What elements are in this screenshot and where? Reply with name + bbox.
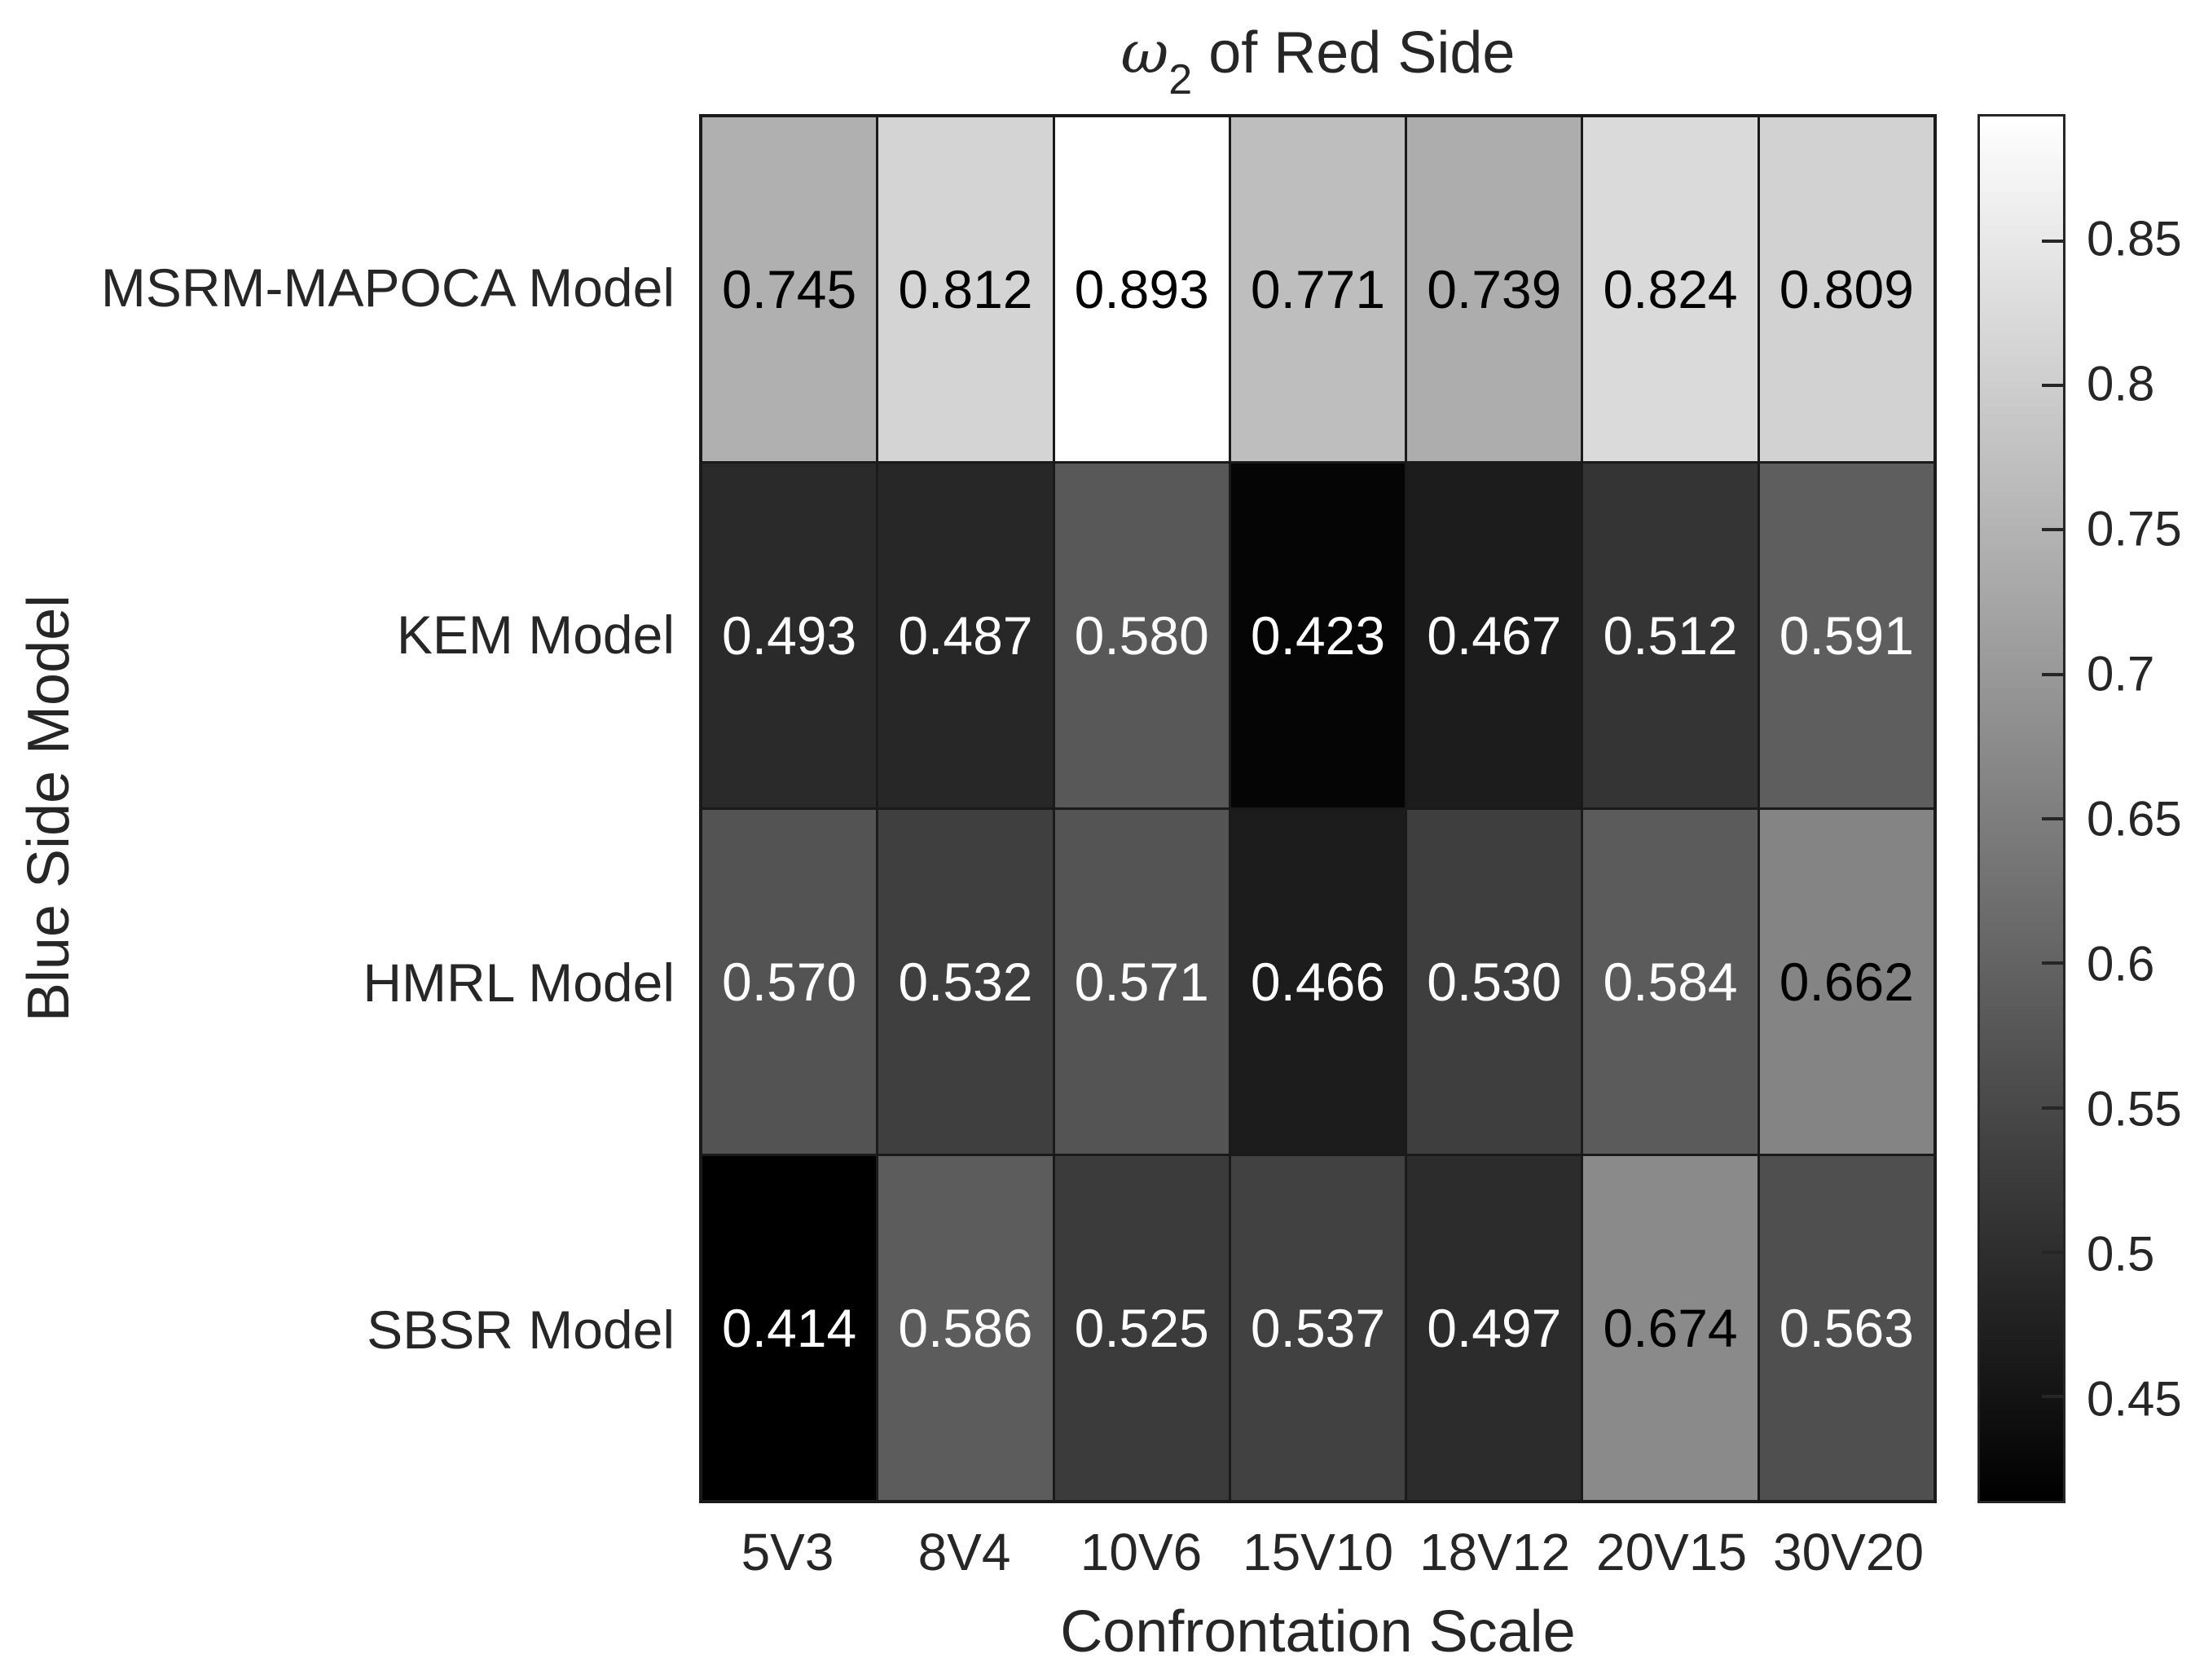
heatmap-grid: 0.745 0.812 0.893 0.771 0.739 0.824 0.809 0.493… bbox=[699, 114, 1937, 1503]
heatmap-cell: 0.580 bbox=[1054, 464, 1229, 807]
colorbar-tick-label: 0.75 bbox=[2087, 501, 2182, 556]
heatmap-cell: 0.586 bbox=[878, 1156, 1053, 1500]
colorbar-tick bbox=[2042, 1106, 2063, 1110]
heatmap-cell: 0.584 bbox=[1583, 810, 1757, 1154]
heatmap-cell: 0.497 bbox=[1407, 1156, 1582, 1500]
colorbar-tick-label: 0.8 bbox=[2087, 356, 2155, 411]
x-tick-labels: 5V3 8V4 10V6 15V10 18V12 20V15 30V20 bbox=[699, 1522, 1937, 1582]
chart-title: ω2 of Red Side bbox=[699, 18, 1937, 104]
colorbar-tick-label: 0.5 bbox=[2087, 1226, 2155, 1282]
heatmap-cell: 0.423 bbox=[1230, 464, 1406, 807]
colorbar-tick-label: 0.65 bbox=[2087, 791, 2182, 847]
heatmap-cell: 0.532 bbox=[878, 810, 1053, 1154]
x-tick-label: 20V15 bbox=[1595, 1523, 1748, 1581]
colorbar-tick-label: 0.6 bbox=[2087, 936, 2155, 992]
heatmap-cell: 0.414 bbox=[702, 1156, 877, 1500]
heatmap-cell: 0.563 bbox=[1759, 1156, 1933, 1500]
colorbar bbox=[1977, 114, 2065, 1503]
colorbar-tick-labels: 0.85 0.8 0.75 0.7 0.65 0.6 0.55 0.5 0.45 bbox=[2087, 114, 2204, 1503]
colorbar-tick-label: 0.45 bbox=[2087, 1371, 2182, 1427]
heatmap-cell: 0.467 bbox=[1407, 464, 1582, 807]
colorbar-tick bbox=[2042, 816, 2063, 820]
colorbar-tick bbox=[2042, 383, 2063, 387]
colorbar-tick-label: 0.7 bbox=[2087, 646, 2155, 701]
colorbar-tick bbox=[2042, 672, 2063, 676]
x-axis-label: Confrontation Scale bbox=[1060, 1599, 1576, 1665]
heatmap-cell: 0.745 bbox=[702, 117, 877, 461]
heatmap-cell: 0.824 bbox=[1583, 117, 1757, 461]
heatmap-cell: 0.493 bbox=[702, 464, 877, 807]
x-tick-label: 15V10 bbox=[1242, 1523, 1394, 1581]
heatmap-cell: 0.466 bbox=[1230, 810, 1406, 1154]
y-tick-label: MSRM-MAPOCA Model bbox=[100, 257, 675, 319]
heatmap-cell: 0.512 bbox=[1583, 464, 1757, 807]
colorbar-tick bbox=[2042, 528, 2063, 532]
heatmap-cell: 0.591 bbox=[1759, 464, 1933, 807]
colorbar-tick bbox=[2042, 961, 2063, 965]
y-tick-label: HMRL Model bbox=[363, 952, 675, 1013]
heatmap-cell: 0.771 bbox=[1230, 117, 1406, 461]
title-suffix: of Red Side bbox=[1192, 20, 1516, 86]
y-tick-label: SBSR Model bbox=[367, 1299, 675, 1360]
heatmap-cell: 0.537 bbox=[1230, 1156, 1406, 1500]
colorbar-tick bbox=[2042, 1395, 2063, 1399]
heatmap-cell: 0.674 bbox=[1583, 1156, 1757, 1500]
heatmap-cell: 0.893 bbox=[1054, 117, 1229, 461]
heatmap-cell: 0.530 bbox=[1407, 810, 1582, 1154]
colorbar-tick bbox=[2042, 1250, 2063, 1254]
title-omega-symbol: ω bbox=[1120, 18, 1169, 86]
y-tick-labels: MSRM-MAPOCA Model KEM Model HMRL Model SBSR… bbox=[49, 114, 699, 1503]
heatmap-cell: 0.812 bbox=[878, 117, 1053, 461]
heatmap-cell: 0.809 bbox=[1759, 117, 1933, 461]
colorbar-gradient bbox=[1980, 117, 2063, 1501]
title-subscript: 2 bbox=[1168, 56, 1193, 103]
heatmap-cell: 0.571 bbox=[1054, 810, 1229, 1154]
x-tick-label: 10V6 bbox=[1080, 1523, 1203, 1581]
heatmap-cell: 0.662 bbox=[1759, 810, 1933, 1154]
colorbar-tick-label: 0.85 bbox=[2087, 211, 2182, 266]
colorbar-tick-label: 0.55 bbox=[2087, 1081, 2182, 1137]
heatmap-cell: 0.525 bbox=[1054, 1156, 1229, 1500]
colorbar-tick bbox=[2042, 239, 2063, 243]
y-tick-label: KEM Model bbox=[396, 605, 675, 666]
heatmap-cell: 0.570 bbox=[702, 810, 877, 1154]
x-tick-label: 30V20 bbox=[1772, 1523, 1925, 1581]
x-tick-label: 5V3 bbox=[741, 1523, 834, 1581]
x-tick-label: 18V12 bbox=[1419, 1523, 1571, 1581]
x-tick-label: 8V4 bbox=[917, 1523, 1011, 1581]
heatmap-cell: 0.487 bbox=[878, 464, 1053, 807]
heatmap-cell: 0.739 bbox=[1407, 117, 1582, 461]
